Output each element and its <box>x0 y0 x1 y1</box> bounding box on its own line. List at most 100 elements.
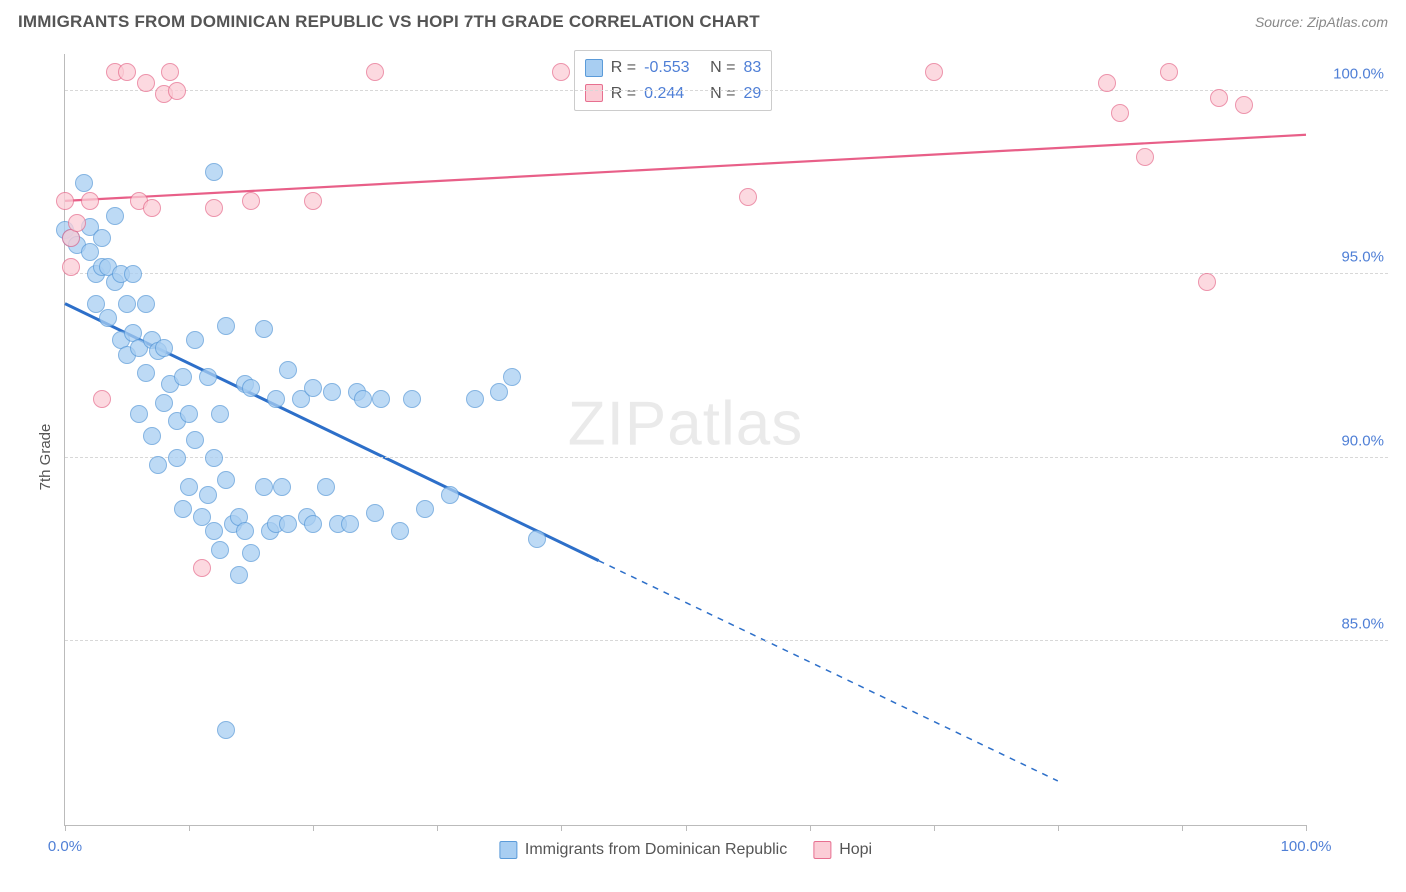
data-point-dr <box>186 431 204 449</box>
data-point-dr <box>174 368 192 386</box>
legend-R-value: 0.244 <box>644 81 702 107</box>
data-point-hopi <box>193 559 211 577</box>
x-tick <box>810 825 811 831</box>
y-tick-label: 100.0% <box>1333 65 1384 82</box>
series-legend-item[interactable]: Immigrants from Dominican Republic <box>499 841 787 859</box>
data-point-hopi <box>242 192 260 210</box>
data-point-dr <box>323 383 341 401</box>
data-point-dr <box>366 504 384 522</box>
x-tick <box>561 825 562 831</box>
data-point-dr <box>403 390 421 408</box>
y-axis-label: 7th Grade <box>37 424 54 491</box>
data-point-dr <box>242 544 260 562</box>
data-point-hopi <box>118 63 136 81</box>
data-point-dr <box>180 478 198 496</box>
data-point-hopi <box>366 63 384 81</box>
data-point-dr <box>124 265 142 283</box>
scatter-plot: ZIPatlas R =-0.553N =83R =0.244N =29 Imm… <box>64 54 1306 826</box>
series-legend-label: Hopi <box>839 841 872 859</box>
series-legend-label: Immigrants from Dominican Republic <box>525 841 787 859</box>
data-point-hopi <box>161 63 179 81</box>
data-point-dr <box>416 500 434 518</box>
x-tick <box>686 825 687 831</box>
x-tick <box>189 825 190 831</box>
data-point-dr <box>217 317 235 335</box>
data-point-dr <box>205 449 223 467</box>
data-point-hopi <box>552 63 570 81</box>
legend-N-label: N = <box>710 81 735 107</box>
data-point-dr <box>372 390 390 408</box>
data-point-dr <box>137 364 155 382</box>
data-point-dr <box>230 566 248 584</box>
data-point-dr <box>155 394 173 412</box>
data-point-hopi <box>62 258 80 276</box>
data-point-hopi <box>925 63 943 81</box>
data-point-hopi <box>205 199 223 217</box>
data-point-hopi <box>739 188 757 206</box>
y-tick-label: 85.0% <box>1341 616 1384 633</box>
source-link[interactable]: ZipAtlas.com <box>1307 14 1388 30</box>
data-point-dr <box>255 478 273 496</box>
x-tick <box>1058 825 1059 831</box>
data-point-dr <box>466 390 484 408</box>
data-point-dr <box>99 309 117 327</box>
legend-N-value: 83 <box>743 55 761 81</box>
data-point-dr <box>317 478 335 496</box>
regression-lines <box>65 54 1306 825</box>
data-point-dr <box>75 174 93 192</box>
legend-R-label: R = <box>611 55 636 81</box>
data-point-dr <box>199 486 217 504</box>
data-point-dr <box>130 405 148 423</box>
data-point-hopi <box>93 390 111 408</box>
x-tick-label: 100.0% <box>1281 838 1332 855</box>
data-point-dr <box>490 383 508 401</box>
data-point-hopi <box>1160 63 1178 81</box>
data-point-hopi <box>81 192 99 210</box>
source-label: Source: <box>1255 14 1303 30</box>
data-point-dr <box>441 486 459 504</box>
data-point-hopi <box>168 82 186 100</box>
gridline <box>65 90 1388 91</box>
data-point-dr <box>528 530 546 548</box>
gridline <box>65 273 1388 274</box>
chart-title: IMMIGRANTS FROM DOMINICAN REPUBLIC VS HO… <box>18 12 760 32</box>
data-point-hopi <box>68 214 86 232</box>
data-point-dr <box>304 379 322 397</box>
data-point-hopi <box>1235 96 1253 114</box>
x-tick <box>65 825 66 831</box>
data-point-dr <box>341 515 359 533</box>
x-tick-label: 0.0% <box>48 838 82 855</box>
series-legend: Immigrants from Dominican Republic Hopi <box>499 841 872 859</box>
data-point-dr <box>199 368 217 386</box>
data-point-dr <box>180 405 198 423</box>
data-point-hopi <box>1136 148 1154 166</box>
data-point-dr <box>149 456 167 474</box>
x-tick <box>934 825 935 831</box>
correlation-legend: R =-0.553N =83R =0.244N =29 <box>574 50 772 111</box>
data-point-hopi <box>143 199 161 217</box>
x-tick <box>1182 825 1183 831</box>
x-tick <box>1306 825 1307 831</box>
data-point-dr <box>168 449 186 467</box>
legend-swatch <box>499 841 517 859</box>
data-point-hopi <box>137 74 155 92</box>
legend-swatch <box>813 841 831 859</box>
data-point-hopi <box>304 192 322 210</box>
x-tick <box>313 825 314 831</box>
data-point-dr <box>304 515 322 533</box>
data-point-hopi <box>1098 74 1116 92</box>
data-point-dr <box>279 515 297 533</box>
legend-R-label: R = <box>611 81 636 107</box>
data-point-dr <box>354 390 372 408</box>
data-point-dr <box>391 522 409 540</box>
gridline <box>65 457 1388 458</box>
data-point-dr <box>174 500 192 518</box>
data-point-hopi <box>1210 89 1228 107</box>
y-tick-label: 90.0% <box>1341 432 1384 449</box>
series-legend-item[interactable]: Hopi <box>813 841 872 859</box>
data-point-dr <box>211 541 229 559</box>
y-tick-label: 95.0% <box>1341 249 1384 266</box>
data-point-dr <box>106 207 124 225</box>
data-point-dr <box>242 379 260 397</box>
legend-N-value: 29 <box>743 81 761 107</box>
